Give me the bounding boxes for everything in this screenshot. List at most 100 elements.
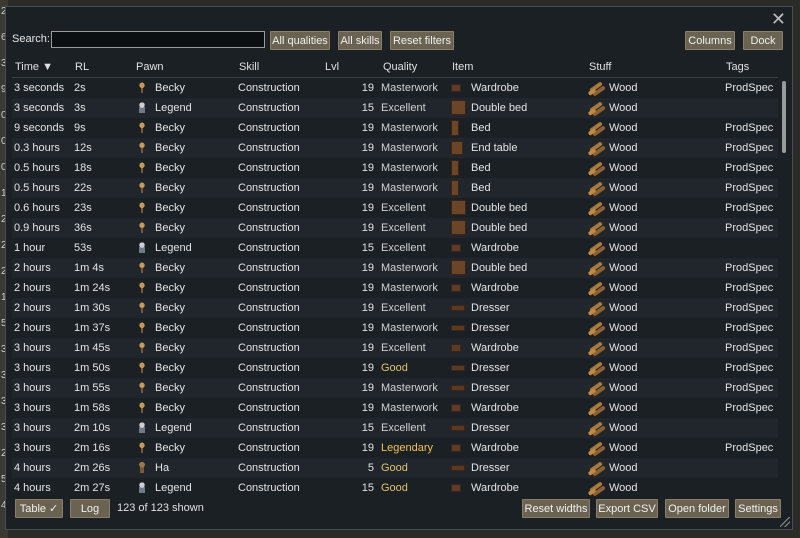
table-row[interactable]: 3 hours 2m 16s Becky Construction 19 Legendar…: [12, 438, 778, 458]
cell-rl: 1m 58s: [74, 402, 111, 414]
cell-skill: Construction: [238, 182, 300, 194]
search-input[interactable]: [51, 31, 265, 48]
table-row[interactable]: 2 hours 1m 24s Becky Construction 19 Masterwo…: [12, 278, 778, 298]
table-row[interactable]: 3 hours 1m 45s Becky Construction 19 Excellen…: [12, 338, 778, 358]
table-row[interactable]: 0.9 hours 36s Becky Construction 19 Excellent…: [12, 218, 778, 238]
cell-tags: ProdSpec: [725, 362, 774, 374]
table-row[interactable]: 3 hours 1m 55s Becky Construction 19 Masterwo…: [12, 378, 778, 398]
cell-rl: 18s: [74, 162, 92, 174]
cell-stuff: Wood: [609, 462, 638, 474]
cell-item: Wardrobe: [471, 82, 519, 94]
cell-quality: Excellent: [381, 422, 426, 434]
table-row[interactable]: 4 hours 2m 27s Legend Construction 15 Good War…: [12, 478, 778, 498]
cell-pawn: Becky: [155, 382, 185, 394]
table-row[interactable]: 0.5 hours 18s Becky Construction 19 Masterwor…: [12, 158, 778, 178]
table-row[interactable]: 2 hours 1m 30s Becky Construction 19 Excellen…: [12, 298, 778, 318]
cell-skill: Construction: [238, 162, 300, 174]
column-header-skill[interactable]: Skill: [239, 61, 260, 73]
cell-rl: 9s: [74, 122, 86, 134]
cell-lvl: 19: [361, 82, 374, 94]
cell-time: 2 hours: [14, 262, 51, 274]
cell-time: 0.5 hours: [14, 162, 60, 174]
all-skills-button[interactable]: All skills: [338, 31, 382, 50]
column-header-item[interactable]: Item: [452, 61, 474, 73]
cell-skill: Construction: [238, 122, 300, 134]
tab-log[interactable]: Log: [70, 499, 110, 518]
dock-button[interactable]: Dock: [743, 31, 783, 50]
cell-pawn: Becky: [155, 142, 185, 154]
cell-rl: 36s: [74, 222, 92, 234]
column-header-rl[interactable]: RL: [75, 61, 90, 73]
table-row[interactable]: 9 seconds 9s Becky Construction 19 Masterwork…: [12, 118, 778, 138]
cell-skill: Construction: [238, 282, 300, 294]
background-map-digit: 5: [1, 474, 7, 485]
cell-quality: Excellent: [381, 242, 426, 254]
background-map-digit: 2: [1, 240, 7, 251]
scrollbar-thumb[interactable]: [782, 81, 786, 153]
column-header-stuff[interactable]: Stuff: [589, 61, 612, 73]
background-map-digit: 1: [1, 292, 7, 303]
table-row[interactable]: 0.3 hours 12s Becky Construction 19 Masterwor…: [12, 138, 778, 158]
background-map-digit: 3: [1, 58, 7, 69]
cell-quality: Masterwork: [381, 182, 438, 194]
cell-rl: 3s: [74, 102, 86, 114]
settings-button[interactable]: Settings: [735, 499, 781, 518]
column-header-quality[interactable]: Quality: [383, 61, 418, 73]
export-csv-button[interactable]: Export CSV: [596, 499, 658, 518]
table-row[interactable]: 2 hours 1m 37s Becky Construction 19 Masterwo…: [12, 318, 778, 338]
cell-item: Bed: [471, 122, 491, 134]
cell-stuff: Wood: [609, 282, 638, 294]
cell-rl: 12s: [74, 142, 92, 154]
cell-tags: ProdSpec: [725, 442, 774, 454]
column-header-tags[interactable]: Tags: [726, 61, 750, 73]
cell-quality: Excellent: [381, 302, 426, 314]
table-row[interactable]: 0.6 hours 23s Becky Construction 19 Excellent…: [12, 198, 778, 218]
scrollbar[interactable]: [782, 81, 788, 499]
cell-stuff: Wood: [609, 82, 638, 94]
table-row[interactable]: 3 seconds 3s Legend Construction 15 Excellent…: [12, 98, 778, 118]
cell-stuff: Wood: [609, 362, 638, 374]
cell-tags: ProdSpec: [725, 142, 774, 154]
all-qualities-button[interactable]: All qualities: [270, 31, 330, 50]
cell-rl: 2m 16s: [74, 442, 111, 454]
background-map-strip: 2 6 3 9 0 0 0 1 2 2 2 1 5 3 3 3 3 2 5 4: [0, 0, 8, 538]
cell-stuff: Wood: [609, 182, 638, 194]
table-row[interactable]: 3 hours 1m 58s Becky Construction 19 Masterwo…: [12, 398, 778, 418]
cell-pawn: Becky: [155, 442, 185, 454]
cell-lvl: 19: [361, 382, 374, 394]
open-folder-button[interactable]: Open folder: [665, 499, 729, 518]
cell-quality: Masterwork: [381, 402, 438, 414]
close-icon[interactable]: ✕: [770, 9, 786, 29]
column-header-lvl[interactable]: Lvl: [325, 61, 340, 73]
cell-skill: Construction: [238, 102, 300, 114]
columns-button[interactable]: Columns: [685, 31, 735, 50]
table-row[interactable]: 1 hour 53s Legend Construction 15 Excellent Wa…: [12, 238, 778, 258]
cell-pawn: Becky: [155, 362, 185, 374]
cell-lvl: 19: [361, 402, 374, 414]
table-row[interactable]: 4 hours 2m 26s Ha Construction 5 Good Dresser W…: [12, 458, 778, 478]
column-header-pawn[interactable]: Pawn: [136, 61, 164, 73]
background-map-digit: 3: [1, 344, 7, 355]
reset-filters-button[interactable]: Reset filters: [390, 31, 454, 50]
cell-item: Dresser: [471, 322, 510, 334]
cell-rl: 1m 24s: [74, 282, 111, 294]
table-row[interactable]: 3 hours 2m 10s Legend Construction 15 Excelle…: [12, 418, 778, 438]
column-header-time[interactable]: Time ▼: [15, 61, 53, 73]
cell-lvl: 19: [361, 162, 374, 174]
cell-item: Dresser: [471, 422, 510, 434]
cell-skill: Construction: [238, 82, 300, 94]
cell-skill: Construction: [238, 362, 300, 374]
background-map-digit: 3: [1, 396, 7, 407]
cell-lvl: 19: [361, 122, 374, 134]
table-row[interactable]: 3 hours 1m 50s Becky Construction 19 Good Dres…: [12, 358, 778, 378]
table-row[interactable]: 2 hours 1m 4s Becky Construction 19 Masterwor…: [12, 258, 778, 278]
cell-quality: Excellent: [381, 342, 426, 354]
cell-lvl: 5: [367, 462, 374, 474]
background-map-digit: 2: [1, 6, 7, 17]
resize-handle-icon[interactable]: [780, 517, 790, 527]
table-row[interactable]: 3 seconds 2s Becky Construction 19 Masterwork…: [12, 78, 778, 98]
reset-widths-button[interactable]: Reset widths: [522, 499, 590, 518]
tab-table[interactable]: Table ✓: [15, 499, 63, 518]
cell-tags: ProdSpec: [725, 342, 774, 354]
table-row[interactable]: 0.5 hours 22s Becky Construction 19 Masterwor…: [12, 178, 778, 198]
